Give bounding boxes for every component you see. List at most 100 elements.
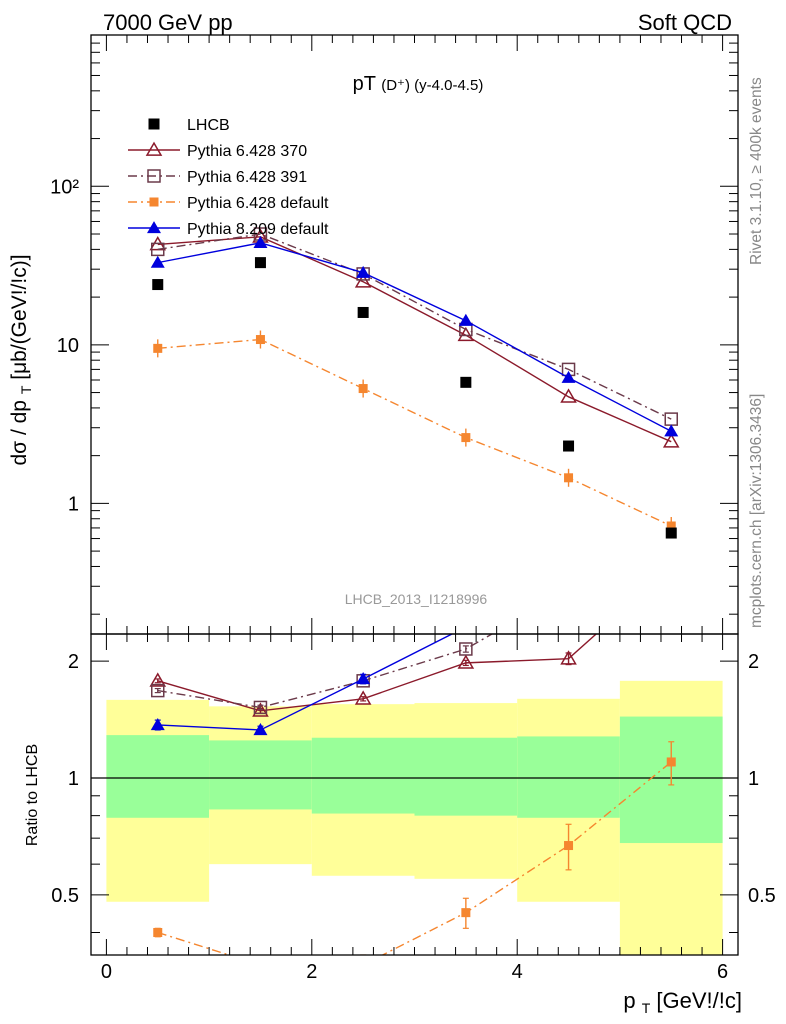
series-3 bbox=[150, 235, 679, 437]
chart-title: pT (D⁺) (y-4.0-4.5) bbox=[353, 73, 484, 95]
y-tick-label: 10² bbox=[50, 176, 79, 198]
marker bbox=[252, 702, 269, 717]
x-axis-label: p T [GeV!/!c] bbox=[623, 988, 742, 1018]
marker bbox=[147, 169, 161, 183]
marker bbox=[253, 700, 268, 715]
marker bbox=[357, 306, 369, 318]
y-axis-label: dσ / dp T [μb/(GeV!/!c)] bbox=[8, 254, 36, 465]
ratio-line bbox=[157, 761, 672, 955]
marker bbox=[358, 384, 368, 394]
ratio-line bbox=[157, 634, 598, 712]
y-ticks-main bbox=[91, 34, 738, 615]
y-tick-labels-main: 1 10 10² bbox=[50, 176, 79, 515]
legend-label: Pythia 6.428 default bbox=[187, 195, 329, 212]
band-inner-4 bbox=[517, 736, 620, 818]
marker bbox=[665, 527, 677, 539]
series-line bbox=[157, 338, 672, 527]
series-line bbox=[157, 242, 672, 432]
marker bbox=[255, 335, 265, 345]
y-tick-label-right: 2 bbox=[748, 651, 759, 673]
y-tick-label-right: 1 bbox=[748, 768, 759, 790]
legend: LHCB Pythia 6.428 370 Pythia 6.428 391 Pyth… bbox=[128, 117, 329, 238]
y-axis-label-unit: [μb/(GeV!/!c)] bbox=[8, 254, 31, 379]
marker bbox=[149, 672, 167, 687]
y-tick-label: 1 bbox=[68, 493, 79, 515]
series-line bbox=[157, 233, 672, 420]
marker bbox=[461, 908, 471, 918]
x-ticks bbox=[105, 35, 724, 955]
legend-entry: Pythia 6.428 default bbox=[128, 195, 329, 212]
legend-entry: Pythia 6.428 391 bbox=[128, 169, 307, 186]
chart-title-main: pT bbox=[353, 73, 376, 95]
band-inner-2 bbox=[311, 737, 415, 814]
x-axis-label-unit: [GeV!/!c] bbox=[656, 988, 742, 1013]
series-line bbox=[157, 236, 672, 443]
header-right: Soft QCD bbox=[638, 10, 732, 35]
marker bbox=[147, 221, 161, 234]
x-axis-label-sub: T bbox=[642, 1000, 651, 1016]
marker bbox=[457, 654, 475, 669]
x-tick-labels: 0 2 4 6 bbox=[101, 961, 728, 983]
marker bbox=[148, 118, 160, 130]
marker bbox=[461, 433, 471, 443]
x-tick-label: 4 bbox=[512, 961, 523, 983]
marker bbox=[563, 584, 575, 596]
marker bbox=[145, 141, 163, 156]
marker bbox=[356, 265, 371, 278]
legend-label: Pythia 6.428 391 bbox=[187, 169, 307, 186]
marker bbox=[149, 197, 159, 207]
series-2 bbox=[153, 330, 676, 535]
marker bbox=[354, 690, 372, 705]
marker bbox=[560, 650, 577, 665]
watermark-label: LHCB_2013_I1218996 bbox=[345, 591, 488, 607]
series-0 bbox=[149, 228, 680, 448]
x-tick-label: 2 bbox=[306, 961, 317, 983]
legend-label: LHCB bbox=[187, 117, 230, 134]
marker bbox=[256, 960, 265, 969]
marker bbox=[666, 521, 676, 531]
marker bbox=[563, 440, 575, 452]
header-left: 7000 GeV pp bbox=[103, 10, 233, 35]
marker bbox=[253, 235, 268, 248]
marker bbox=[150, 255, 165, 268]
marker bbox=[253, 723, 268, 736]
y-ticks-ratio bbox=[91, 660, 738, 933]
legend-label: Pythia 6.428 370 bbox=[187, 143, 307, 160]
x-tick-label: 6 bbox=[717, 961, 728, 983]
marker bbox=[150, 718, 165, 731]
marker bbox=[151, 242, 165, 257]
marker bbox=[564, 841, 574, 851]
marker bbox=[459, 642, 473, 656]
side-label-mcplots: mcplots.cern.ch [arXiv:1306.3436] bbox=[748, 394, 765, 628]
series-1 bbox=[151, 227, 678, 426]
main-panel: 1 10 10² bbox=[50, 34, 739, 635]
band-inner-3 bbox=[414, 737, 518, 816]
marker bbox=[666, 757, 676, 767]
ratio-line bbox=[157, 634, 454, 731]
marker bbox=[459, 620, 473, 632]
marker bbox=[254, 257, 266, 269]
marker bbox=[662, 433, 680, 448]
y-tick-label: 10 bbox=[57, 335, 79, 357]
x-tick-label: 0 bbox=[101, 961, 112, 983]
ratio-panel: 0 2 4 6 0.5 0.5 1 1 2 2 bbox=[51, 35, 776, 983]
uncertainty-bands bbox=[106, 680, 723, 955]
band-inner-1 bbox=[209, 740, 312, 810]
marker bbox=[665, 494, 677, 506]
marker bbox=[460, 376, 472, 388]
marker bbox=[356, 672, 371, 685]
x-axis-label-main: p bbox=[623, 988, 635, 1013]
marker bbox=[153, 343, 163, 353]
legend-entry: Pythia 6.428 370 bbox=[128, 141, 307, 160]
marker bbox=[153, 927, 163, 937]
y-axis-label-sub: T bbox=[18, 385, 34, 394]
y-tick-labels-ratio: 0.5 0.5 1 1 2 2 bbox=[51, 651, 776, 907]
y-tick-label-left: 2 bbox=[68, 651, 79, 673]
band-inner-0 bbox=[106, 735, 210, 818]
marker bbox=[562, 604, 576, 616]
y-tick-label-left: 1 bbox=[68, 768, 79, 790]
ratio-series-2 bbox=[153, 741, 676, 969]
side-label-rivet: Rivet 3.1.10, ≥ 400k events bbox=[748, 77, 765, 265]
legend-entry: Pythia 8.209 default bbox=[128, 221, 329, 238]
